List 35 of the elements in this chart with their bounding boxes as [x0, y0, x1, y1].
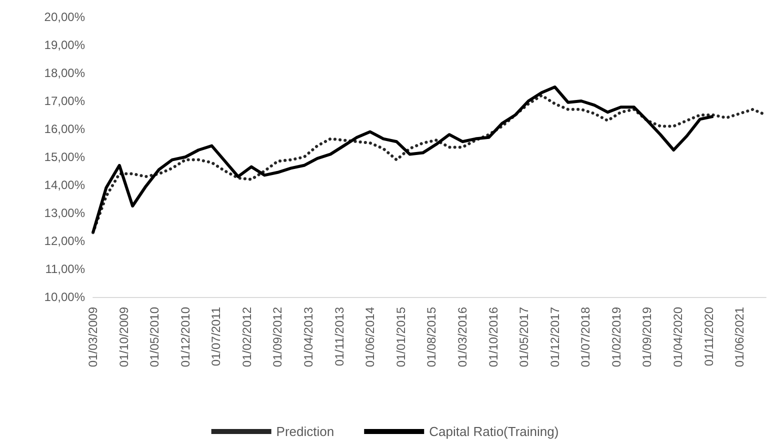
y-tick-label: 13,00% — [44, 206, 86, 220]
x-tick-label: 01/06/2014 — [363, 306, 378, 368]
y-tick-label: 19,00% — [44, 38, 86, 52]
legend-label: Prediction — [276, 424, 334, 439]
y-tick-label: 12,00% — [44, 234, 86, 248]
y-tick-label: 11,00% — [45, 262, 86, 276]
x-tick-label: 01/08/2015 — [424, 306, 439, 368]
x-tick-label: 01/07/2011 — [209, 306, 224, 366]
x-tick-label: 01/05/2010 — [148, 306, 162, 368]
y-tick-label: 14,00% — [44, 178, 86, 192]
x-tick-label: 01/03/2009 — [86, 306, 100, 368]
x-tick-label: 01/02/2019 — [609, 306, 624, 368]
x-tick-label: 01/12/2010 — [178, 306, 192, 368]
x-tick-label: 01/12/2017 — [548, 306, 562, 368]
x-tick-label: 01/04/2020 — [671, 306, 686, 368]
x-tick-label: 01/10/2016 — [486, 306, 500, 368]
legend-label: Capital Ratio(Training) — [429, 424, 559, 439]
y-tick-label: 20,00% — [44, 10, 86, 24]
y-tick-label: 17,00% — [44, 94, 86, 108]
x-tick-label: 01/04/2013 — [302, 306, 316, 368]
x-tick-label: 01/09/2012 — [270, 306, 285, 368]
x-tick-label: 01/11/2020 — [702, 306, 716, 366]
x-tick-label: 01/10/2009 — [116, 306, 131, 368]
y-tick-label: 18,00% — [44, 66, 86, 80]
x-tick-label: 01/06/2021 — [732, 306, 747, 368]
x-tick-label: 01/01/2015 — [394, 306, 408, 368]
x-tick-label: 01/02/2012 — [240, 306, 254, 368]
x-tick-label: 01/11/2013 — [332, 306, 346, 366]
y-tick-label: 16,00% — [44, 122, 86, 136]
y-tick-label: 10,00% — [44, 290, 86, 304]
y-tick-label: 15,00% — [44, 150, 86, 164]
x-tick-label: 01/09/2019 — [640, 306, 654, 368]
x-tick-label: 01/07/2018 — [578, 306, 593, 368]
x-tick-label: 01/05/2017 — [517, 306, 532, 368]
x-tick-label: 01/03/2016 — [455, 306, 470, 368]
